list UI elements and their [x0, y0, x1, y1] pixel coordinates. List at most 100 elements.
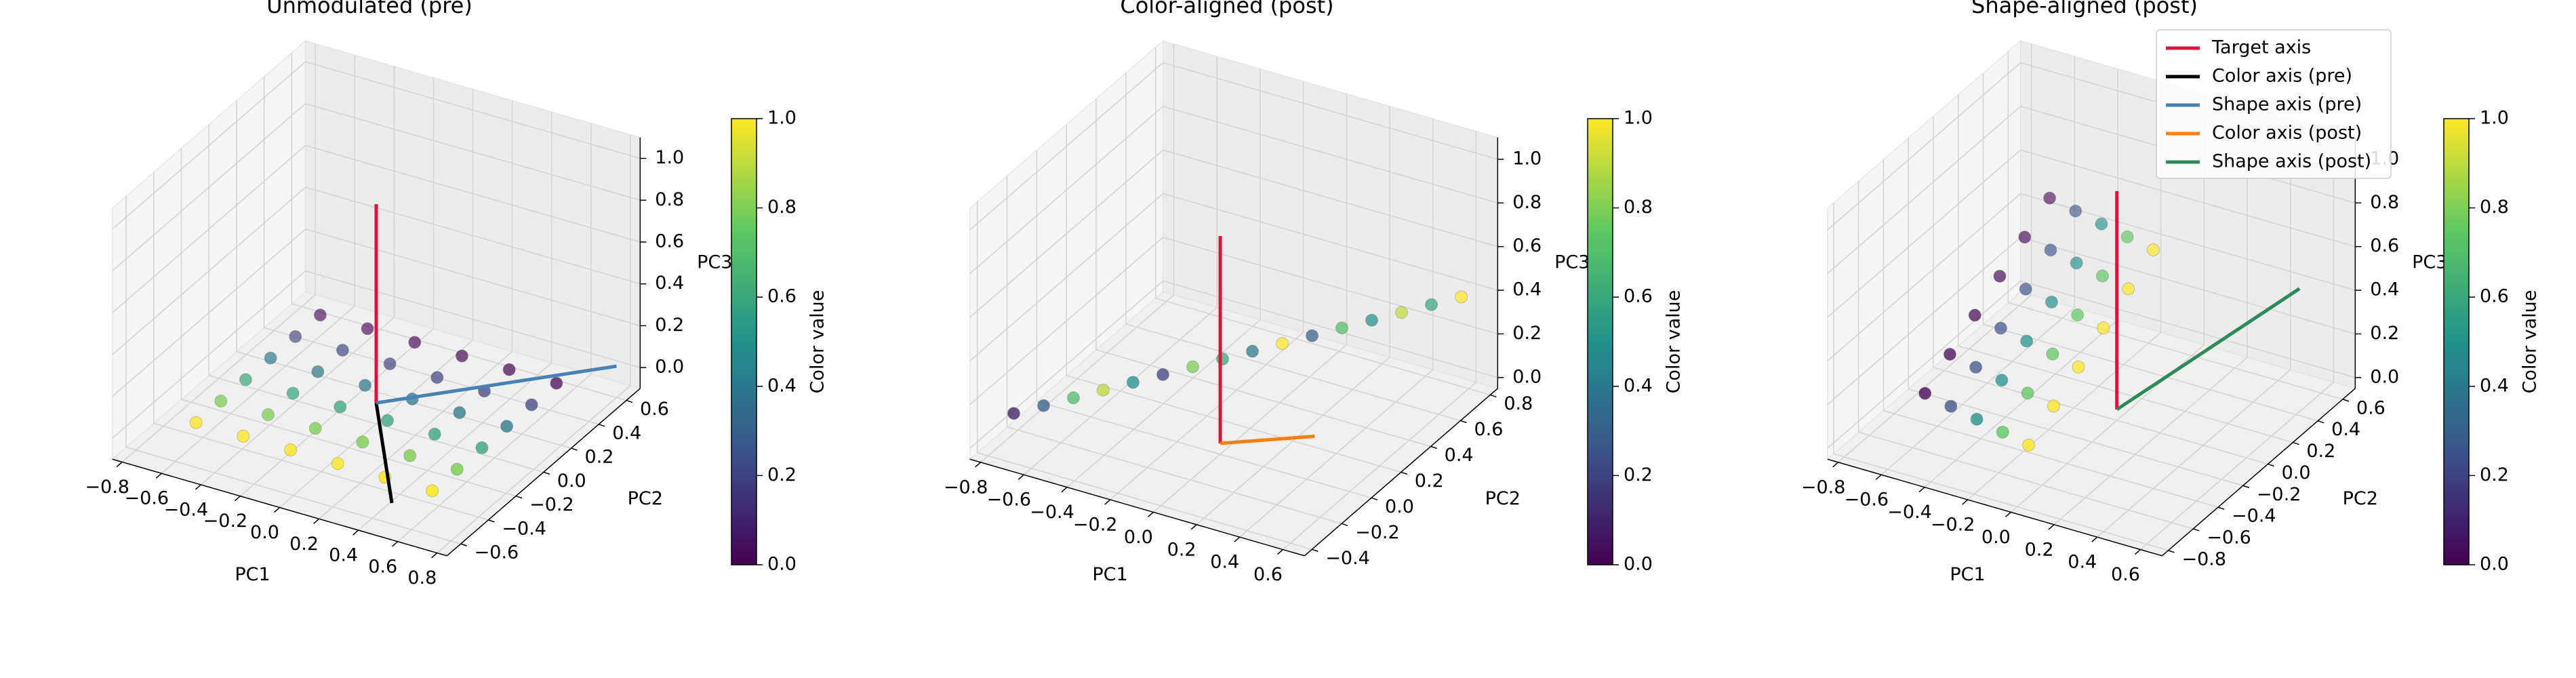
- point: [1037, 399, 1050, 412]
- x-tick-label: −0.2: [1931, 515, 1975, 536]
- point: [1996, 425, 2009, 439]
- x-tick-label: −0.4: [1887, 502, 1932, 523]
- tick-mark: [1018, 474, 1024, 480]
- point: [2122, 282, 2135, 296]
- x-tick-label: −0.2: [203, 511, 248, 532]
- point: [2020, 334, 2034, 348]
- grid-line: [1827, 106, 2021, 275]
- tick-mark: [975, 462, 982, 468]
- point: [1126, 376, 1140, 389]
- x-axis-line: [969, 458, 1305, 557]
- point: [2022, 438, 2036, 452]
- x-axis-label: PC1: [1950, 564, 1985, 585]
- z-tick-label: 0.4: [655, 273, 684, 294]
- tick-mark: [2268, 463, 2274, 467]
- point: [2095, 217, 2108, 231]
- point: [2045, 295, 2058, 308]
- point: [1306, 329, 1319, 342]
- point: [453, 406, 466, 420]
- z-tick-label: 0.6: [2370, 235, 2399, 256]
- tick-mark: [543, 471, 550, 475]
- x-tick-label: 0.2: [1167, 539, 1196, 560]
- point: [450, 462, 464, 476]
- tick-mark: [1276, 549, 1283, 555]
- x-tick-label: 0.0: [250, 522, 279, 543]
- grid-line: [1163, 193, 1498, 291]
- x-tick-label: 0.0: [1124, 527, 1153, 548]
- y-tick-label: 0.0: [557, 471, 586, 492]
- grid-line: [1958, 345, 2293, 443]
- grid-line: [1858, 431, 2194, 530]
- point: [2070, 256, 2083, 270]
- grid-line: [1007, 426, 1342, 525]
- grid-line: [1827, 149, 2021, 318]
- point: [408, 336, 422, 349]
- axis-vector: [2116, 287, 2301, 412]
- tick-mark: [1490, 394, 1497, 398]
- z-tick-label: 0.0: [655, 357, 684, 378]
- colorbar-label: Color value: [1664, 290, 1685, 394]
- point: [189, 416, 203, 429]
- point: [331, 457, 344, 471]
- point: [356, 435, 369, 449]
- grid-line: [1163, 106, 1498, 204]
- tick-mark: [353, 530, 359, 536]
- grid-line: [1066, 375, 1402, 473]
- tick-mark: [1832, 462, 1839, 468]
- grid-line: [977, 452, 1312, 550]
- legend-label: Color axis (post): [2212, 123, 2362, 144]
- tick-mark: [1341, 523, 1348, 527]
- y-tick-label: 0.4: [612, 422, 641, 443]
- axis-vector: [1220, 434, 1315, 445]
- y-tick-label: −0.2: [2257, 484, 2301, 505]
- y-tick-label: −0.4: [2232, 506, 2276, 527]
- point: [2047, 399, 2060, 413]
- y-tick-label: 0.6: [1474, 419, 1504, 440]
- tick-mark: [2048, 524, 2055, 530]
- colorbar-tick-label: 0.4: [1624, 375, 1653, 396]
- point: [1995, 374, 2009, 387]
- tick-mark: [1104, 499, 1111, 505]
- colorbar-tick-label: 0.8: [2480, 197, 2509, 218]
- tick-mark: [2217, 506, 2225, 510]
- x-tick-label: −0.6: [987, 490, 1032, 511]
- colorbar: [2443, 118, 2470, 565]
- grid-line: [969, 106, 1164, 275]
- point: [550, 376, 563, 390]
- z-tick-label: 0.8: [655, 189, 684, 210]
- tick-mark: [1962, 499, 1969, 505]
- grid-line: [969, 62, 1164, 231]
- point: [426, 484, 439, 498]
- grid-line: [2020, 149, 2356, 247]
- point: [1918, 386, 1932, 400]
- z-tick-label: 0.0: [2370, 366, 2399, 387]
- point: [2097, 321, 2110, 335]
- y-tick-label: −0.2: [1355, 522, 1400, 543]
- y-axis-line: [446, 388, 641, 557]
- grid-line: [2139, 382, 2334, 551]
- point: [358, 378, 371, 392]
- tick-mark: [195, 484, 201, 490]
- grid-line: [1827, 193, 2021, 361]
- point: [430, 371, 444, 384]
- point: [1066, 391, 1080, 405]
- point: [1156, 367, 1169, 381]
- point: [311, 365, 325, 378]
- tick-mark: [116, 461, 123, 468]
- y-tick-label: −0.6: [2207, 527, 2251, 548]
- point: [1944, 399, 1958, 413]
- panel: −0.8−0.6−0.4−0.20.00.20.40.60.8−0.6−0.4−…: [85, 0, 828, 589]
- y-tick-label: 0.0: [1385, 496, 1414, 517]
- tick-mark: [392, 541, 399, 547]
- tick-mark: [515, 495, 523, 499]
- colorbar: [731, 118, 757, 565]
- z-tick-label: 0.6: [655, 231, 684, 252]
- tick-mark: [2168, 550, 2175, 553]
- grid-line: [1967, 332, 2162, 500]
- tick-mark: [2091, 536, 2098, 542]
- point: [284, 443, 298, 457]
- point: [334, 400, 347, 414]
- y-tick-label: 0.6: [2356, 397, 2386, 418]
- y-tick-label: −0.6: [475, 542, 519, 563]
